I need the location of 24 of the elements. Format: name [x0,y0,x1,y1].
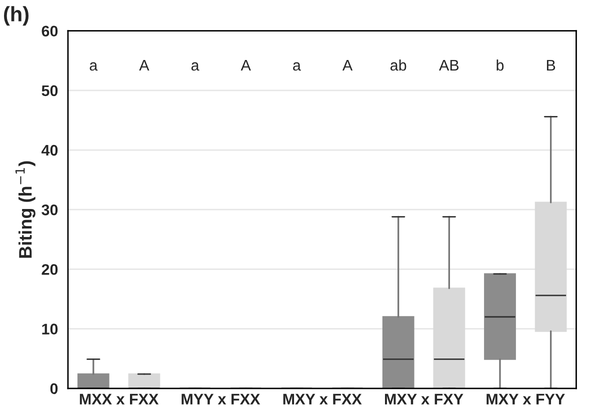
annotation: A [240,60,251,71]
x-tick-label: MXY x FYY [486,394,565,404]
y-tick-label: 10 [42,324,58,334]
annotation: A [342,60,353,71]
annotation: a [293,62,301,71]
x-tick-label: MXX x FXX [80,394,159,404]
x-tick-label: MXY x FXX [283,394,362,404]
y-axis-title: Biting (h$^{−1}$) [15,161,36,258]
annotation: a [191,62,200,71]
annotation: a [90,62,98,71]
x-tick-label: MXY x FXY [385,394,464,404]
annotation: b [496,59,504,71]
annotation: AB [439,60,459,71]
y-tick-label: 40 [41,144,58,156]
y-tick-label: 50 [42,85,58,96]
y-tick-label: 30 [42,204,58,216]
annotation: A [139,60,150,71]
y-tick-label: 60 [42,26,58,37]
y-tick-label: 0 [50,383,58,394]
chart-title: (h) [4,6,29,26]
annotation: ab [390,59,406,71]
annotation: B [546,60,556,71]
x-tick-label: MYY x FXX [182,394,260,404]
y-tick-label: 20 [42,264,58,275]
